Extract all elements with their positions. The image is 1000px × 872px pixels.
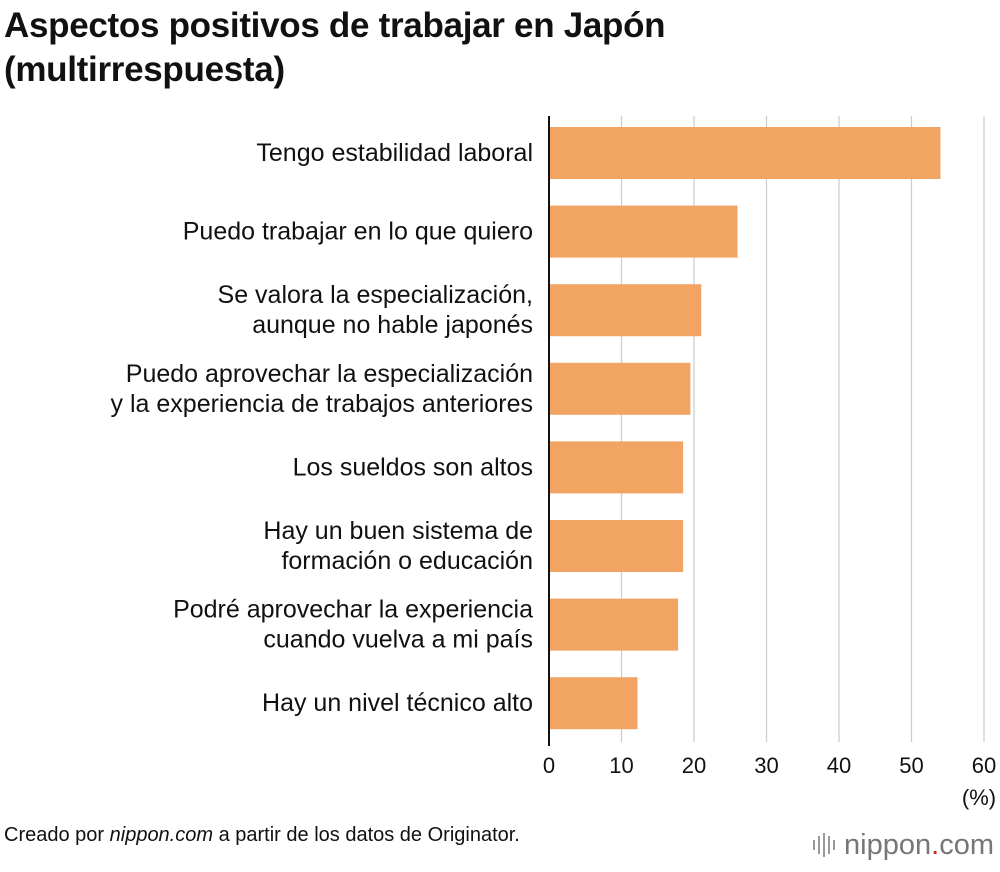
logo-dot: . [931, 829, 940, 861]
category-label-4-0: Los sueldos son altos [293, 453, 533, 481]
category-label-7-0: Hay un nivel técnico alto [262, 689, 533, 717]
nippon-logo-icon [813, 833, 836, 857]
bar-1 [549, 205, 738, 258]
source-credit: Creado por nippon.com a partir de los da… [4, 820, 520, 850]
nippon-logo: nippon.com [812, 828, 994, 862]
x-axis-unit: (%) [962, 785, 996, 810]
category-label-1-0: Puedo trabajar en lo que quiero [183, 218, 533, 246]
category-label-5-0: Hay un buen sistema de [263, 517, 533, 545]
bar-3 [549, 362, 691, 415]
bar-2 [549, 284, 702, 337]
bar-5 [549, 520, 684, 572]
x-tick-label-4: 40 [827, 753, 851, 778]
x-tick-label-3: 30 [754, 753, 778, 778]
logo-tld: com [939, 829, 994, 861]
logo-name: nippon [844, 829, 932, 861]
category-label-6-1: cuando vuelva a mi país [263, 626, 533, 654]
category-label-6-0: Podré aprovechar la experiencia [173, 596, 533, 624]
chart-title: Aspectos positivos de trabajar en Japón … [4, 4, 994, 92]
source-suffix: a partir de los datos de Originator. [213, 824, 520, 846]
source-prefix: Creado por [4, 824, 110, 846]
bar-4 [549, 441, 684, 494]
x-tick-label-1: 10 [609, 753, 633, 778]
x-tick-label-5: 50 [899, 753, 923, 778]
category-label-0-0: Tengo estabilidad laboral [256, 139, 533, 167]
source-site: nippon.com [109, 824, 214, 846]
bar-7 [549, 677, 638, 730]
bar-0 [549, 127, 941, 179]
chart-title-line-2: (multirrespuesta) [4, 50, 285, 89]
category-label-3-1: y la experiencia de trabajos anteriores [111, 390, 533, 418]
x-tick-label-6: 60 [972, 753, 996, 778]
chart-title-line-1: Aspectos positivos de trabajar en Japón [4, 6, 666, 45]
category-label-3-0: Puedo aprovechar la especialización [126, 360, 533, 388]
category-label-2-0: Se valora la especialización, [218, 281, 533, 309]
category-label-2-1: aunque no hable japonés [252, 311, 533, 339]
bar-6 [549, 598, 679, 651]
x-tick-label-2: 20 [682, 753, 706, 778]
x-tick-label-0: 0 [543, 753, 555, 778]
category-label-5-1: formación o educación [281, 547, 533, 575]
